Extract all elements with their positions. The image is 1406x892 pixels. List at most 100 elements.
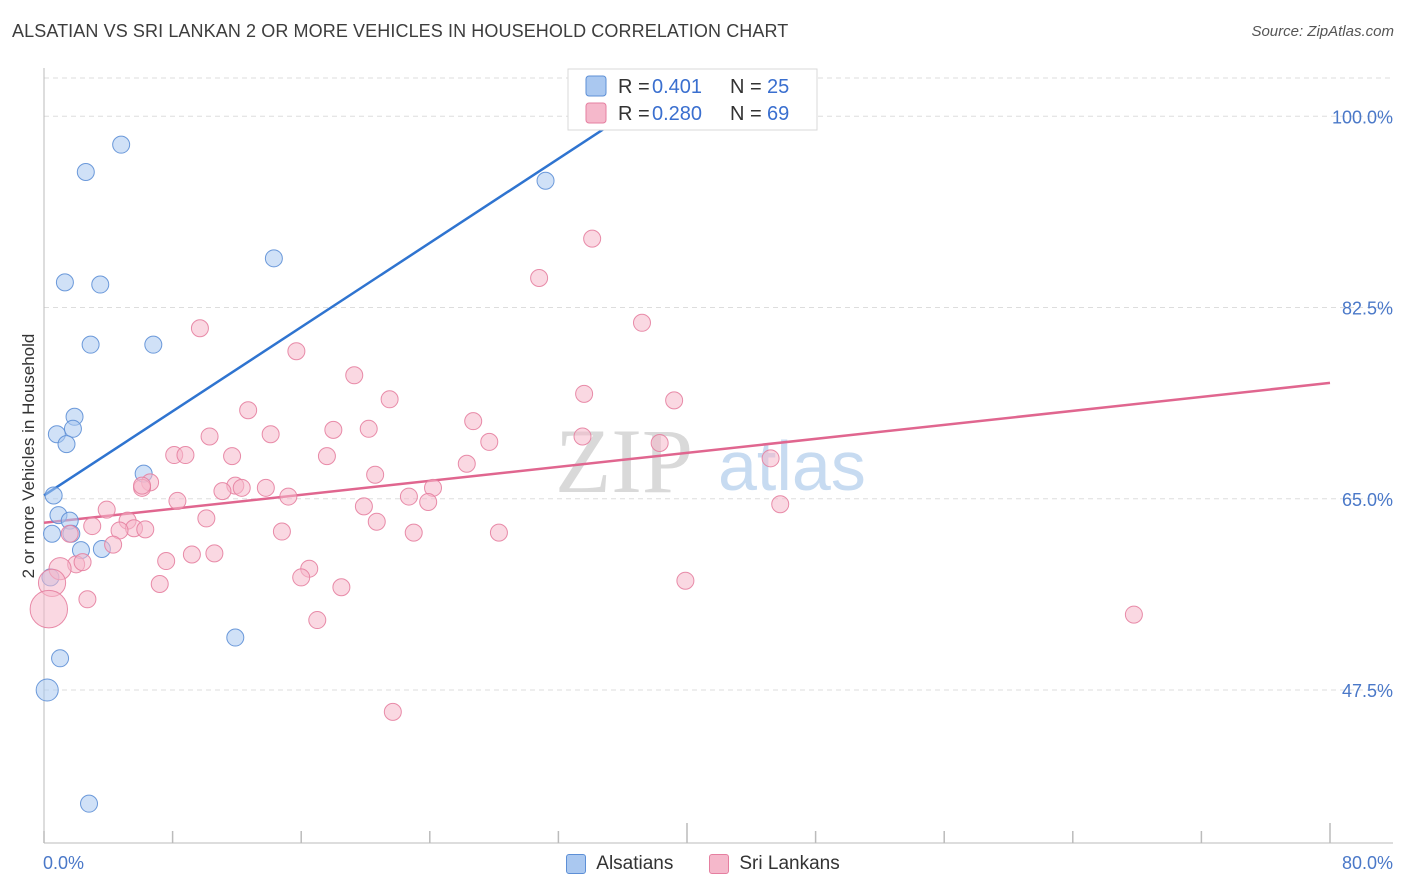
- x-tick-label-min: 0.0%: [43, 853, 84, 873]
- sri-lankan-point: [480, 432, 499, 451]
- alsatian-point: [44, 486, 63, 505]
- sri-lankan-point: [133, 476, 152, 495]
- sri-lankan-point: [761, 449, 780, 468]
- sri-lankan-point: [573, 427, 592, 446]
- sri-lankan-point: [771, 495, 790, 514]
- alsatian-point: [55, 273, 74, 292]
- sri-lankan-point: [104, 535, 123, 554]
- legend: R = 0.401 N = 25 R = 0.280 N = 69: [567, 68, 818, 131]
- watermark: ZIP atlas: [555, 410, 866, 512]
- alsatian-point: [536, 171, 555, 190]
- chart-title: ALSATIAN VS SRI LANKAN 2 OR MORE VEHICLE…: [12, 21, 789, 41]
- sri-lankan-point: [354, 497, 373, 516]
- alsatian-point: [57, 435, 76, 454]
- axes: [43, 68, 1393, 844]
- sri-lankan-point: [239, 401, 258, 420]
- alsatian-trend-line: [43, 96, 653, 497]
- sri-lankan-point: [345, 366, 364, 385]
- bottom-legend-label: Alsatians: [596, 853, 674, 874]
- sri-lankan-point: [182, 545, 201, 564]
- source-label: Source: ZipAtlas.com: [1251, 23, 1394, 40]
- sri-lankan-point: [583, 229, 602, 248]
- sri-lankan-point: [366, 465, 385, 484]
- legend-n-value: 25: [767, 76, 789, 98]
- sri-lankan-point: [399, 487, 418, 506]
- sri-lankan-point: [78, 590, 97, 609]
- sri-lankan-point: [457, 454, 476, 473]
- alsatian-point: [91, 275, 110, 294]
- sri-lankan-point: [256, 478, 275, 497]
- sri-lankan-point: [367, 512, 386, 531]
- sri-lankan-point: [1124, 605, 1143, 624]
- sri-lankan-point: [190, 319, 209, 338]
- x-tick-label-max: 80.0%: [1342, 853, 1393, 873]
- bottom-legend-swatch-alsatians: [566, 854, 587, 874]
- sri-lankan-point: [287, 342, 306, 361]
- alsatian-point: [226, 628, 245, 647]
- sri-lankan-point: [200, 427, 219, 446]
- legend-box: [567, 68, 818, 131]
- watermark-atlas: atlas: [718, 427, 866, 505]
- bottom-legend: Alsatians Sri Lankans: [0, 851, 1406, 877]
- sri-lankan-point: [489, 523, 508, 542]
- sri-lankan-point: [136, 520, 155, 539]
- bottom-legend-label: Sri Lankans: [739, 853, 840, 874]
- alsatian-point: [80, 794, 99, 813]
- alsatian-point: [76, 162, 95, 181]
- bottom-legend-item-sri-lankans: Sri Lankans: [709, 853, 840, 875]
- alsatian-point: [43, 524, 62, 543]
- sri-lankan-point: [205, 544, 224, 563]
- legend-r-label: R =: [618, 76, 650, 98]
- y-tick-labels: 47.5% 65.0% 82.5% 100.0%: [1332, 107, 1393, 701]
- sri-lankan-point: [279, 487, 298, 506]
- legend-swatch-sri-lankans: [585, 102, 607, 124]
- sri-lankan-point: [464, 412, 483, 431]
- sri-lankan-point: [308, 611, 327, 630]
- legend-n-label: N =: [730, 76, 762, 98]
- trend-lines: [43, 96, 1331, 525]
- sri-lankan-point: [29, 589, 69, 629]
- sri-lankan-trend-line: [43, 381, 1331, 525]
- sri-lankan-point: [197, 509, 216, 528]
- alsatian-point: [264, 249, 283, 268]
- sri-lankan-point: [150, 574, 169, 593]
- sri-lankan-point: [383, 702, 402, 721]
- sri-lankan-point: [73, 553, 92, 572]
- legend-swatch-alsatians: [585, 75, 607, 97]
- sri-lankan-point: [292, 568, 311, 587]
- sri-lankan-point: [404, 523, 423, 542]
- sri-lankan-point: [168, 491, 187, 510]
- sri-lankan-point: [650, 434, 669, 453]
- y-tick-label: 82.5%: [1342, 299, 1393, 319]
- alsatian-point: [144, 335, 163, 354]
- alsatian-point: [81, 335, 100, 354]
- sri-lankan-point: [223, 447, 242, 466]
- legend-n-value: 69: [767, 103, 789, 125]
- alsatian-point: [51, 649, 70, 668]
- y-axis-title: 2 or more Vehicles in Household: [19, 334, 38, 579]
- legend-r-value: 0.401: [652, 76, 702, 98]
- sri-lankan-point: [575, 384, 594, 403]
- sri-lankan-point: [419, 493, 438, 512]
- sri-lankan-point: [261, 425, 280, 444]
- alsatian-point: [63, 419, 82, 438]
- data-points: [29, 135, 1143, 813]
- sri-lankan-point: [213, 482, 232, 501]
- sri-lankan-point: [97, 500, 116, 519]
- sri-lankan-point: [272, 522, 291, 541]
- sri-lankan-point: [332, 578, 351, 597]
- legend-r-label: R =: [618, 103, 650, 125]
- alsatian-point: [112, 135, 131, 154]
- sri-lankan-point: [157, 552, 176, 571]
- sri-lankan-point: [632, 313, 651, 332]
- sri-lankan-point: [83, 517, 102, 536]
- sri-lankan-point: [530, 268, 549, 287]
- y-tick-label: 100.0%: [1332, 107, 1393, 127]
- y-tick-label: 65.0%: [1342, 490, 1393, 510]
- bottom-legend-item-alsatians: Alsatians: [566, 853, 673, 875]
- sri-lankan-point: [176, 446, 195, 465]
- sri-lankan-point: [665, 391, 684, 410]
- sri-lankan-point: [60, 524, 79, 543]
- y-tick-label: 47.5%: [1342, 681, 1393, 701]
